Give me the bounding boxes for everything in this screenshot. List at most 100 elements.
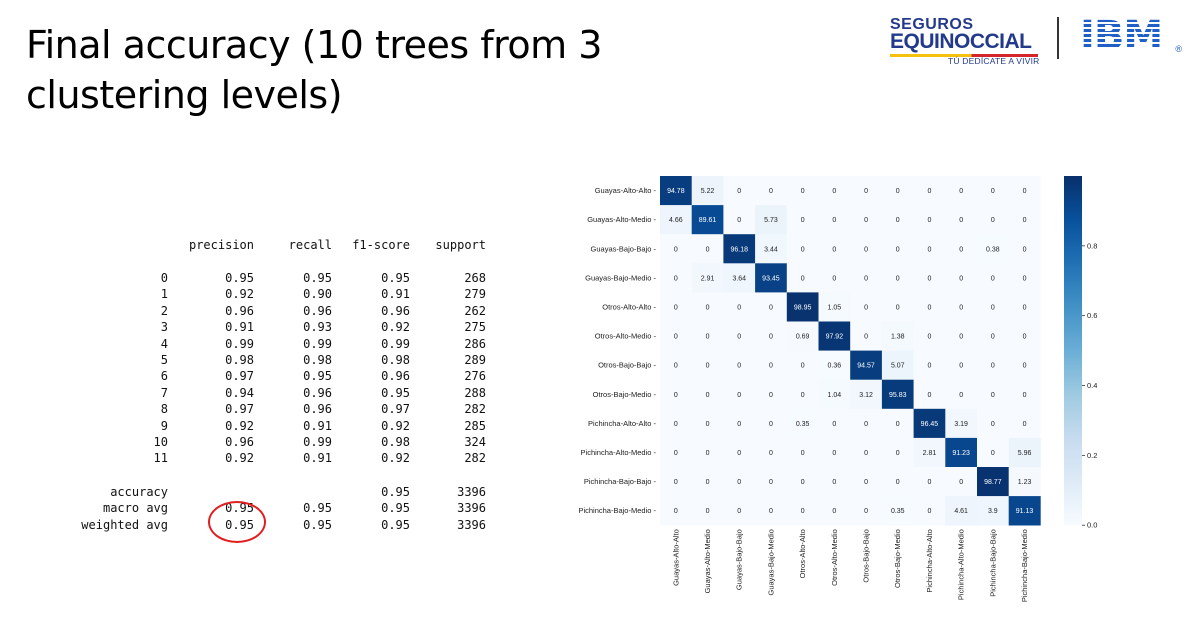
heatmap-cell-label: 0: [1023, 275, 1027, 282]
heatmap-cell-label: 0: [801, 275, 805, 282]
report-cell: 285: [464, 418, 486, 433]
confusion-matrix-heatmap: 94.78 5.22 0 0 0 0 0 0 0 0 0 0 4.66 89.61 0 5.73 0 0 0 0 0 0 0…: [578, 176, 1097, 602]
report-cell: recall: [288, 238, 332, 252]
heatmap-cell-label: 0: [1023, 421, 1027, 428]
heatmap-cell: [850, 205, 883, 235]
heatmap-cell-label: 0: [896, 246, 900, 253]
heatmap-cell-label: 1.38: [891, 334, 905, 341]
heatmap-cell-label: 0: [674, 363, 678, 370]
report-cell: 9: [160, 418, 168, 433]
report-cell: 3396: [457, 501, 486, 516]
heatmap-cell: [1008, 263, 1041, 293]
heatmap-cell-label: 0: [706, 246, 710, 253]
heatmap-cell: [818, 379, 851, 410]
heatmap-cell-label: 0.35: [796, 421, 810, 428]
heatmap-cell-label: 3.9: [988, 508, 998, 515]
report-cell: 0.95: [303, 271, 332, 285]
heatmap-cell: [913, 234, 946, 264]
heatmap-cell: [881, 234, 914, 264]
heatmap-cell: [945, 379, 978, 410]
heatmap-cell: [786, 176, 819, 206]
heatmap-cell: [691, 292, 724, 322]
heatmap-cell-label: 0: [864, 275, 868, 282]
report-cell: 0.92: [225, 451, 254, 466]
report-cell: 275: [464, 320, 486, 335]
highlight-circle: [208, 501, 266, 543]
heatmap-cell-label: 0: [896, 217, 900, 224]
report-cell: precision: [188, 238, 254, 252]
report-summary-row: accuracy 0.95 3396: [60, 485, 500, 501]
heatmap-cell-label: 0: [832, 188, 836, 195]
heatmap-cell-label: 1.05: [828, 304, 842, 311]
heatmap-cell: [913, 496, 946, 526]
heatmap-cell: [913, 350, 946, 380]
report-cell: 0.99: [381, 336, 410, 351]
report-cell: macro avg: [102, 501, 168, 516]
heatmap-cell: [786, 263, 819, 293]
report-cell: 1: [160, 287, 168, 302]
heatmap-cell: [691, 176, 724, 206]
report-cell: 0.95: [381, 385, 410, 400]
heatmap-cell-label: 0: [706, 508, 710, 515]
heatmap-cell: [945, 234, 978, 264]
heatmap-cell-label: 0: [896, 479, 900, 486]
x-tick-label: Pichincha-Bajo-Bajo: [988, 529, 997, 597]
heatmap-cell: [786, 321, 819, 351]
heatmap-cell-label: 0: [991, 363, 995, 370]
report-cell: 0.91: [225, 320, 254, 335]
heatmap-cell-label: 89.61: [699, 217, 717, 224]
heatmap-cell: [660, 263, 692, 293]
heatmap-cell-label: 96.18: [730, 246, 748, 253]
heatmap-cell-label: 91.13: [1016, 508, 1034, 515]
report-cell: 0.94: [225, 385, 254, 400]
heatmap-cell-label: 0: [864, 450, 868, 457]
report-cell: 0.96: [303, 385, 332, 400]
heatmap-cell: [723, 437, 756, 468]
heatmap-cell: [755, 467, 788, 497]
heatmap-cell-label: 0: [927, 392, 931, 399]
heatmap-cell: [850, 234, 883, 264]
heatmap-cell: [977, 321, 1009, 351]
heatmap-cell-label: 0: [737, 188, 741, 195]
heatmap-cell-label: 0: [1023, 188, 1027, 195]
heatmap-cell-label: 0: [1023, 246, 1027, 253]
heatmap-cell-label: 0: [959, 304, 963, 311]
report-row: 9 0.92 0.91 0.92 285: [60, 419, 500, 435]
heatmap-cell: [1008, 379, 1041, 410]
heatmap-cell: [786, 496, 819, 526]
heatmap-cell: [818, 350, 851, 380]
colorbar-tick-label: 0.2: [1087, 451, 1097, 460]
report-cell: 0: [160, 271, 168, 285]
report-cell: 7: [160, 385, 168, 400]
heatmap-cell: [755, 408, 788, 439]
heatmap-cell-label: 0: [674, 392, 678, 399]
heatmap-cell-label: 0: [769, 188, 773, 195]
heatmap-cell: [818, 321, 851, 351]
heatmap-cell-label: 3.64: [732, 275, 746, 282]
report-cell: 0.97: [381, 402, 410, 417]
report-cell: 0.99: [303, 435, 332, 449]
heatmap-cell: [786, 467, 819, 497]
report-cell: 0.96: [381, 369, 410, 384]
y-tick-label: Pichincha-Bajo-Bajo -: [584, 477, 657, 486]
report-cell: 262: [464, 303, 486, 318]
heatmap-cell-label: 0: [896, 450, 900, 457]
heatmap-cell-label: 0: [864, 508, 868, 515]
heatmap-cell: [723, 379, 756, 410]
heatmap-cell-label: 0: [737, 450, 741, 457]
heatmap-cell-label: 0: [864, 188, 868, 195]
report-row: 2 0.96 0.96 0.96 262: [60, 304, 500, 320]
heatmap-cell-label: 0: [959, 334, 963, 341]
heatmap-cell-label: 0: [959, 363, 963, 370]
report-header-row: precision recall f1-score support: [60, 238, 500, 254]
heatmap-cell-label: 0: [769, 450, 773, 457]
heatmap-cell: [881, 321, 914, 351]
slide-title: Final accuracy (10 trees from 3 clusteri…: [26, 20, 726, 120]
heatmap-cell-label: 0: [864, 304, 868, 311]
heatmap-cell: [786, 408, 819, 439]
heatmap-cell-label: 0: [737, 421, 741, 428]
report-row: 8 0.97 0.96 0.97 282: [60, 402, 500, 418]
heatmap-cell-label: 0: [769, 334, 773, 341]
y-tick-label: Pichincha-Alto-Alto -: [588, 419, 656, 428]
heatmap-cell-label: 0: [991, 392, 995, 399]
